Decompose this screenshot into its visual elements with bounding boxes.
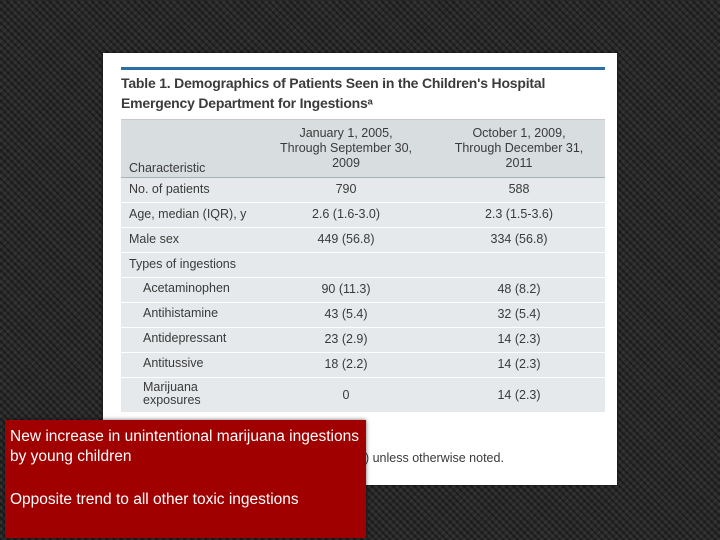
row-value-period-2: 14 (2.3) bbox=[497, 388, 541, 402]
row-label: Marijuana exposures bbox=[143, 381, 201, 407]
row-label: Types of ingestions bbox=[129, 257, 237, 271]
row-value-period-1: 43 (5.4) bbox=[324, 307, 368, 321]
header-period-2-line-3: 2011 bbox=[505, 156, 533, 170]
row-value-period-1: 18 (2.2) bbox=[324, 357, 368, 371]
row-value-period-2: 2.3 (1.5-3.6) bbox=[484, 207, 554, 221]
table-row: Antihistamine 43 (5.4) 32 (5.4) bbox=[121, 303, 605, 328]
title-rule bbox=[121, 67, 605, 70]
table-row: Types of ingestions bbox=[121, 253, 605, 278]
row-label: No. of patients bbox=[129, 182, 210, 196]
table-row: No. of patients 790 588 bbox=[121, 178, 605, 203]
row-label-line-2: exposures bbox=[143, 393, 201, 407]
row-value-period-1: 90 (11.3) bbox=[321, 282, 371, 296]
row-value-period-1: 2.6 (1.6-3.0) bbox=[311, 207, 381, 221]
callout-text-1: New increase in unintentional marijuana … bbox=[10, 428, 359, 465]
row-label-line-1: Marijuana bbox=[143, 380, 198, 394]
table-row: Antidepressant 23 (2.9) 14 (2.3) bbox=[121, 328, 605, 353]
row-value-period-1: 23 (2.9) bbox=[324, 332, 368, 346]
table-row: Antitussive 18 (2.2) 14 (2.3) bbox=[121, 353, 605, 378]
table-row: Marijuana exposures 0 14 (2.3) bbox=[121, 378, 605, 413]
row-value-period-2: 32 (5.4) bbox=[497, 307, 541, 321]
header-period-1-line-1: January 1, 2005, bbox=[299, 126, 393, 140]
header-characteristic: Characteristic bbox=[129, 161, 206, 175]
table-row: Age, median (IQR), y 2.6 (1.6-3.0) 2.3 (… bbox=[121, 203, 605, 228]
row-value-period-1: 790 bbox=[335, 182, 357, 196]
header-period-2-line-2: Through December 31, bbox=[454, 141, 584, 155]
table-footnote: e) unless otherwise noted. bbox=[358, 451, 504, 465]
row-label: Antidepressant bbox=[143, 331, 227, 345]
header-period-1: January 1, 2005, Through September 30, 2… bbox=[271, 126, 421, 171]
row-label: Antitussive bbox=[143, 356, 204, 370]
table-title: Table 1. Demographics of Patients Seen i… bbox=[121, 73, 607, 113]
table-image: Table 1. Demographics of Patients Seen i… bbox=[103, 53, 617, 485]
header-period-1-line-2: Through September 30, bbox=[279, 141, 413, 155]
table-row: Male sex 449 (56.8) 334 (56.8) bbox=[121, 228, 605, 253]
table-row: Acetaminophen 90 (11.3) 48 (8.2) bbox=[121, 278, 605, 303]
row-value-period-1: 0 bbox=[342, 388, 350, 402]
header-period-1-line-3: 2009 bbox=[332, 156, 360, 170]
row-value-period-2: 588 bbox=[508, 182, 530, 196]
callout-box: New increase in unintentional marijuana … bbox=[5, 420, 366, 538]
row-label: Male sex bbox=[129, 232, 180, 246]
row-label: Age, median (IQR), y bbox=[129, 207, 247, 221]
row-value-period-2: 14 (2.3) bbox=[497, 357, 541, 371]
table-title-line-2: Emergency Department for Ingestionsᵃ bbox=[121, 95, 373, 111]
table-title-line-1: Table 1. Demographics of Patients Seen i… bbox=[121, 75, 546, 91]
demographics-table: Characteristic January 1, 2005, Through … bbox=[121, 119, 605, 413]
row-label: Antihistamine bbox=[143, 306, 219, 320]
table-header: Characteristic January 1, 2005, Through … bbox=[121, 120, 605, 178]
header-period-2-line-1: October 1, 2009, bbox=[472, 126, 566, 140]
callout-text-2: Opposite trend to all other toxic ingest… bbox=[10, 491, 299, 508]
header-period-2: October 1, 2009, Through December 31, 20… bbox=[444, 126, 594, 171]
row-label: Acetaminophen bbox=[143, 281, 230, 295]
row-value-period-1: 449 (56.8) bbox=[317, 232, 375, 246]
row-value-period-2: 48 (8.2) bbox=[497, 282, 541, 296]
row-value-period-2: 14 (2.3) bbox=[497, 332, 541, 346]
row-value-period-2: 334 (56.8) bbox=[490, 232, 548, 246]
